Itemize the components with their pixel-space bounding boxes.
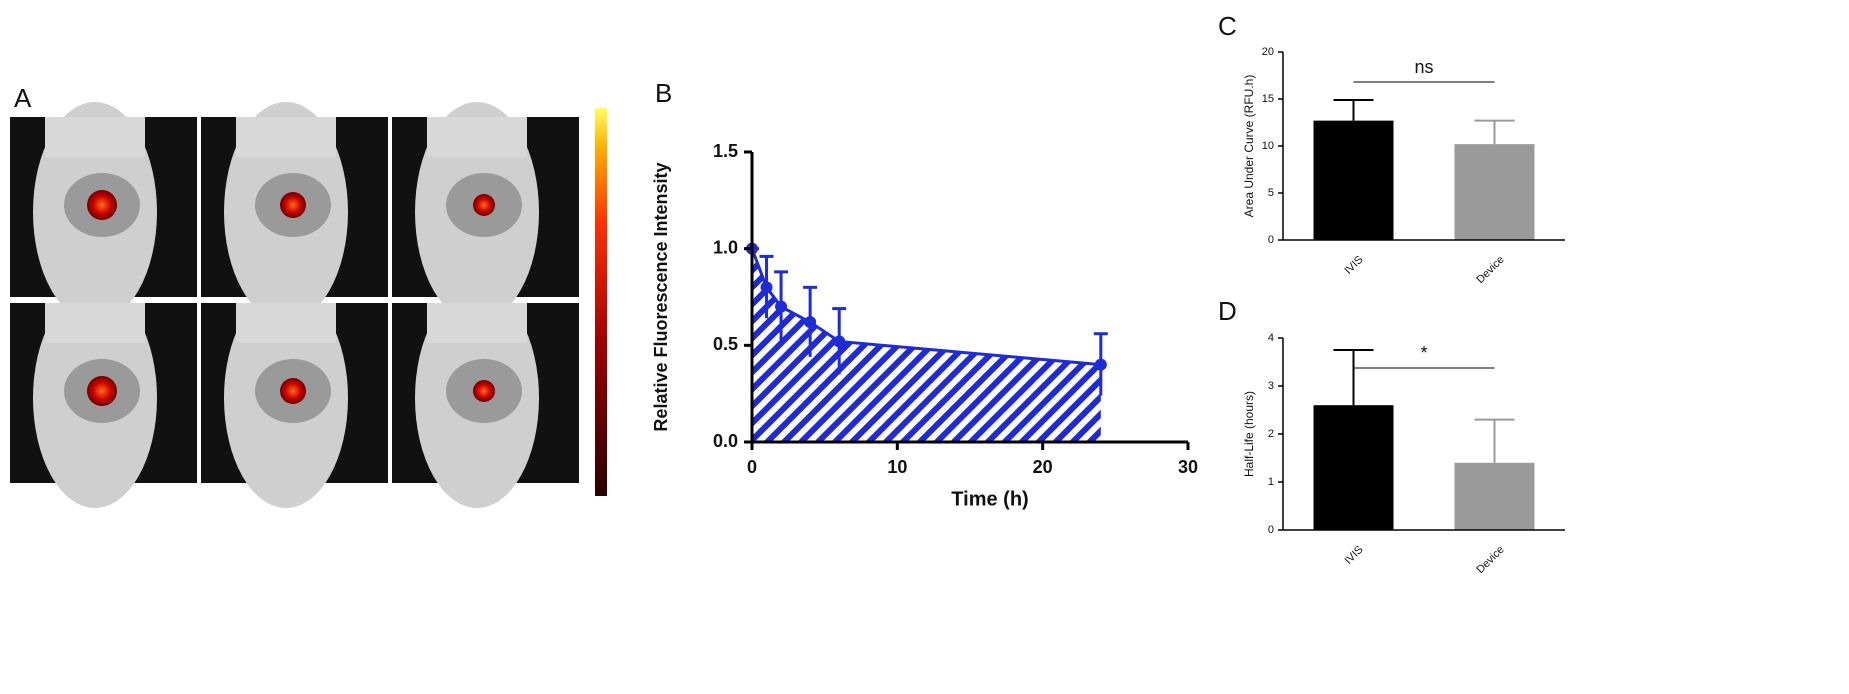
y-tick-label: 0.0	[713, 431, 738, 451]
signal	[87, 376, 117, 406]
signal	[280, 192, 306, 218]
annotation: *	[1420, 343, 1427, 363]
point	[760, 281, 773, 294]
panel-label: A	[14, 83, 32, 113]
y-tick-label: 0	[1268, 524, 1274, 536]
y-tick-label: 0.5	[713, 334, 738, 354]
point	[1094, 358, 1107, 371]
y-axis-label: Relative Fluorescence Intensity	[651, 162, 671, 431]
y-tick-label: 3	[1268, 380, 1274, 392]
signal	[473, 194, 495, 216]
mouse-body	[45, 303, 145, 343]
panel-label: C	[1218, 11, 1237, 41]
bar	[1313, 405, 1394, 530]
point	[775, 300, 788, 313]
y-tick-label: 0	[1268, 234, 1274, 246]
x-tick-label: IVIS	[1342, 254, 1365, 277]
annotation: ns	[1414, 57, 1433, 77]
mouse-body	[427, 117, 527, 157]
y-tick-label: 5	[1268, 187, 1274, 199]
panel-label: D	[1218, 296, 1237, 326]
x-tick-label: IVIS	[1342, 544, 1365, 567]
point	[804, 316, 817, 329]
mouse-body	[236, 303, 336, 343]
y-tick-label: 2	[1268, 428, 1274, 440]
mouse-body	[45, 117, 145, 157]
mouse-body	[236, 117, 336, 157]
x-axis-label: Time (h)	[951, 488, 1028, 510]
mouse-body	[427, 303, 527, 343]
x-tick-label: Device	[1474, 254, 1506, 286]
y-axis-label: Half-Life (hours)	[1242, 391, 1256, 477]
y-tick-label: 1.0	[713, 237, 738, 257]
y-tick-label: 1.5	[713, 141, 738, 161]
point	[833, 335, 846, 348]
y-tick-label: 4	[1268, 332, 1274, 344]
signal	[87, 190, 117, 220]
y-axis-label: Area Under Curve (RFU.h)	[1242, 75, 1256, 218]
y-tick-label: 20	[1262, 46, 1274, 58]
signal	[473, 380, 495, 402]
bar	[1313, 120, 1394, 240]
y-tick-label: 15	[1262, 93, 1274, 105]
x-tick-label: 0	[747, 457, 757, 477]
line	[750, 248, 1101, 367]
area	[752, 248, 1101, 442]
bar	[1454, 462, 1535, 530]
signal	[280, 378, 306, 404]
bar	[1454, 144, 1535, 240]
colorbar	[595, 108, 607, 496]
y-tick-label: 10	[1262, 140, 1274, 152]
y-tick-label: 1	[1268, 476, 1274, 488]
panel-label: B	[655, 78, 672, 108]
x-tick-label: Device	[1474, 544, 1506, 576]
x-tick-label: 30	[1178, 457, 1198, 477]
x-tick-label: 20	[1033, 457, 1053, 477]
x-tick-label: 10	[887, 457, 907, 477]
